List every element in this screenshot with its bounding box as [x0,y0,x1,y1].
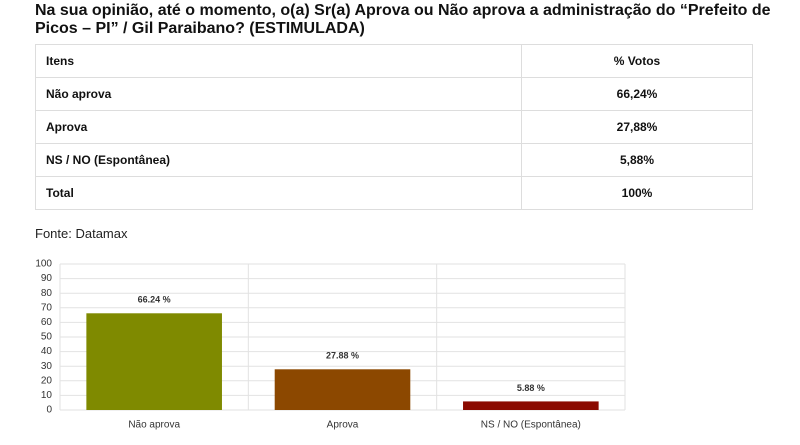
x-tick-label: NS / NO (Espontânea) [481,420,581,431]
y-tick-label: 40 [41,346,53,357]
table-row: NS / NO (Espontânea) 5,88% [35,143,753,177]
value-label: 66.24 % [138,295,171,305]
y-tick-label: 10 [41,390,53,401]
table-row: Não aprova 66,24% [35,77,753,111]
chart: 0 10 20 30 40 50 60 70 80 90 100 Não aprova 66.24 % A… [35,259,626,431]
y-tick-label: 80 [41,288,53,299]
bar [86,313,222,410]
table-cell: Total [35,176,522,210]
x-tick-label: Aprova [327,420,359,431]
y-tick-label: 20 [41,375,53,386]
source: Fonte: Datamax [35,226,128,241]
y-tick-label: 0 [46,405,52,416]
table-cell: 27,88% [521,110,753,144]
table-row: Itens% Votos [35,44,753,78]
value-label: 27.88 % [326,351,359,361]
title: Na sua opinião, até o momento, o(a) Sr(a… [35,2,771,37]
y-tick-label: 60 [41,317,53,328]
table-cell: Aprova [35,110,522,144]
y-tick-label: 30 [41,361,53,372]
y-tick-label: 90 [41,273,53,284]
bar [274,369,411,410]
table: Itens% Votos Não aprova 66,24% Aprova 27,88%… [35,44,753,210]
y-tick-label: 100 [35,259,52,270]
table-row: Total 100% [35,176,753,210]
table-cell: 100% [521,176,753,210]
bar [463,401,599,410]
y-tick-label: 70 [41,302,53,313]
value-label: 5.88 % [517,383,545,393]
y-tick-label: 50 [41,332,53,343]
x-tick-label: Não aprova [128,420,180,431]
table-cell: NS / NO (Espontânea) [35,143,522,177]
table-cell: % Votos [521,44,753,78]
table-row: Aprova 27,88% [35,110,753,144]
table-cell: 5,88% [521,143,753,177]
table-cell: Itens [35,44,522,78]
table-cell: Não aprova [35,77,522,111]
table-cell: 66,24% [521,77,753,111]
